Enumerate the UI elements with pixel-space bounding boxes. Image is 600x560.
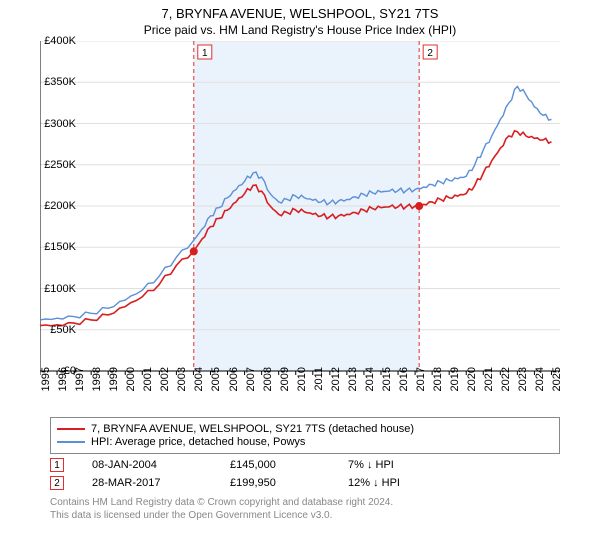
x-axis-label: 2012 xyxy=(330,367,342,395)
marker-date: 28-MAR-2017 xyxy=(92,477,202,489)
svg-text:2: 2 xyxy=(427,48,433,59)
marker-price: £199,950 xyxy=(230,477,320,489)
footer-line2: This data is licensed under the Open Gov… xyxy=(50,509,560,522)
marker-price: £145,000 xyxy=(230,459,320,471)
legend: 7, BRYNFA AVENUE, WELSHPOOL, SY21 7TS (d… xyxy=(50,417,560,454)
legend-swatch xyxy=(57,441,85,443)
x-axis-label: 2019 xyxy=(449,367,461,395)
legend-swatch xyxy=(57,428,85,430)
x-axis-label: 2000 xyxy=(125,367,137,395)
y-axis-label: £250K xyxy=(36,159,76,171)
legend-label: 7, BRYNFA AVENUE, WELSHPOOL, SY21 7TS (d… xyxy=(91,423,414,435)
chart-area: 12 £0£50K£100K£150K£200K£250K£300K£350K£… xyxy=(40,41,600,411)
x-axis-label: 2021 xyxy=(483,367,495,395)
x-axis-label: 1995 xyxy=(40,367,52,395)
y-axis-label: £350K xyxy=(36,76,76,88)
y-axis-label: £50K xyxy=(36,324,76,336)
marker-badge: 1 xyxy=(50,458,64,472)
x-axis-label: 2008 xyxy=(262,367,274,395)
x-axis-label: 2015 xyxy=(381,367,393,395)
x-axis-label: 2007 xyxy=(245,367,257,395)
y-axis-label: £150K xyxy=(36,241,76,253)
marker-badge: 2 xyxy=(50,476,64,490)
x-axis-label: 2010 xyxy=(296,367,308,395)
x-axis-label: 2024 xyxy=(534,367,546,395)
x-axis-label: 2017 xyxy=(415,367,427,395)
x-axis-label: 2014 xyxy=(364,367,376,395)
x-axis-label: 2004 xyxy=(193,367,205,395)
marker-pct: 7% ↓ HPI xyxy=(348,459,394,471)
x-axis-label: 2006 xyxy=(228,367,240,395)
sale-markers-table: 1 08-JAN-2004 £145,000 7% ↓ HPI 2 28-MAR-2017… xyxy=(50,458,560,490)
y-axis-label: £100K xyxy=(36,283,76,295)
x-axis-label: 2022 xyxy=(500,367,512,395)
x-axis-label: 2003 xyxy=(176,367,188,395)
x-axis-label: 2013 xyxy=(347,367,359,395)
footer-attribution: Contains HM Land Registry data © Crown c… xyxy=(50,496,560,522)
x-axis-label: 2020 xyxy=(466,367,478,395)
x-axis-label: 1997 xyxy=(74,367,86,395)
marker-date: 08-JAN-2004 xyxy=(92,459,202,471)
y-axis-label: £200K xyxy=(36,200,76,212)
y-axis-label: £300K xyxy=(36,118,76,130)
marker-pct: 12% ↓ HPI xyxy=(348,477,400,489)
x-axis-label: 2005 xyxy=(210,367,222,395)
sale-marker-row: 1 08-JAN-2004 £145,000 7% ↓ HPI xyxy=(50,458,560,472)
legend-item: 7, BRYNFA AVENUE, WELSHPOOL, SY21 7TS (d… xyxy=(57,423,553,435)
x-axis-label: 1999 xyxy=(108,367,120,395)
legend-item: HPI: Average price, detached house, Powy… xyxy=(57,436,553,448)
legend-label: HPI: Average price, detached house, Powy… xyxy=(91,436,305,448)
chart-subtitle: Price paid vs. HM Land Registry's House … xyxy=(0,21,600,41)
x-axis-label: 2011 xyxy=(313,367,325,395)
x-axis-label: 1996 xyxy=(57,367,69,395)
y-axis-label: £400K xyxy=(36,35,76,47)
line-chart: 12 xyxy=(40,41,560,377)
x-axis-label: 1998 xyxy=(91,367,103,395)
x-axis-label: 2018 xyxy=(432,367,444,395)
x-axis-label: 2002 xyxy=(159,367,171,395)
x-axis-label: 2023 xyxy=(517,367,529,395)
svg-text:1: 1 xyxy=(202,48,208,59)
sale-marker-row: 2 28-MAR-2017 £199,950 12% ↓ HPI xyxy=(50,476,560,490)
x-axis-label: 2001 xyxy=(142,367,154,395)
x-axis-label: 2009 xyxy=(279,367,291,395)
x-axis-label: 2016 xyxy=(398,367,410,395)
x-axis-label: 2025 xyxy=(551,367,563,395)
chart-title: 7, BRYNFA AVENUE, WELSHPOOL, SY21 7TS xyxy=(0,0,600,21)
footer-line1: Contains HM Land Registry data © Crown c… xyxy=(50,496,560,509)
